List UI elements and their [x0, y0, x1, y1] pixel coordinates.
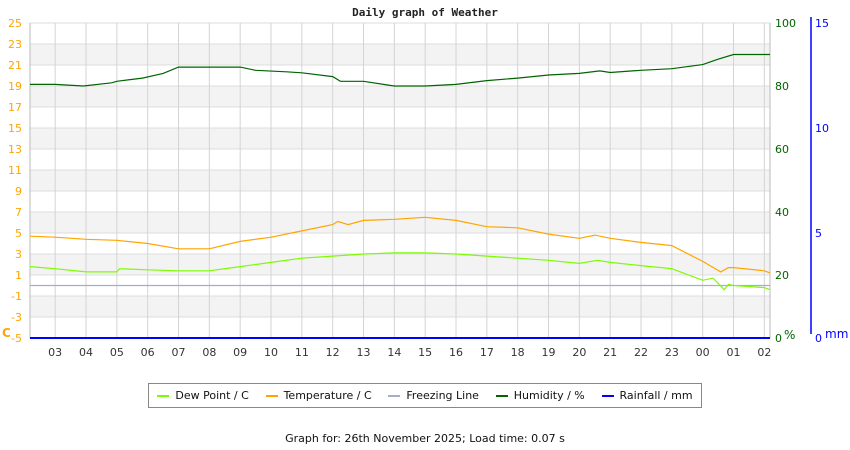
legend-swatch: [495, 394, 508, 397]
x-tick-label: 13: [357, 346, 371, 359]
grid-band: [30, 86, 770, 107]
x-tick-label: 04: [79, 346, 93, 359]
legend-item: Dew Point / C: [157, 389, 249, 402]
y-humidity-tick-label: 0: [775, 332, 782, 345]
x-tick-label: 05: [110, 346, 124, 359]
grid-band: [30, 254, 770, 275]
x-tick-label: 00: [696, 346, 710, 359]
y-rain-tick-label: 5: [815, 227, 822, 240]
y-left-tick-label: 17: [8, 101, 22, 114]
y-left-tick-label: 7: [15, 206, 22, 219]
x-tick-label: 19: [542, 346, 556, 359]
x-tick-label: 12: [326, 346, 340, 359]
legend: Dew Point / C Temperature / C Freezing Lin…: [148, 383, 702, 408]
legend-label: Temperature / C: [283, 389, 372, 402]
y-left-tick-label: 3: [15, 248, 22, 261]
y-left-tick-label: 19: [8, 80, 22, 93]
x-tick-label: 11: [295, 346, 309, 359]
legend-label: Rainfall / mm: [619, 389, 693, 402]
y-humidity-tick-label: 20: [775, 269, 789, 282]
legend-swatch: [388, 394, 401, 397]
x-tick-label: 22: [634, 346, 648, 359]
y-left-tick-label: 11: [8, 164, 22, 177]
x-tick-label: 16: [449, 346, 463, 359]
legend-swatch: [157, 394, 170, 397]
y-left-axis-label: C: [2, 326, 11, 340]
y-humidity-tick-label: 60: [775, 143, 789, 156]
y-left-tick-label: -1: [11, 290, 22, 303]
y-left-tick-label: 5: [15, 227, 22, 240]
x-tick-label: 18: [511, 346, 525, 359]
footer-text: Graph for: 26th November 2025; Load time…: [285, 432, 565, 445]
chart-title: Daily graph of Weather: [352, 6, 498, 19]
y-left-tick-label: 15: [8, 122, 22, 135]
legend-item: Humidity / %: [495, 389, 585, 402]
grid-band: [30, 296, 770, 317]
y-left-tick-label: 13: [8, 143, 22, 156]
y-humidity-tick-label: 100: [775, 17, 796, 30]
legend-swatch: [601, 394, 614, 397]
x-tick-label: 15: [418, 346, 432, 359]
x-tick-label: 03: [48, 346, 62, 359]
y-left-tick-label: 25: [8, 17, 22, 30]
legend-item: Temperature / C: [265, 389, 372, 402]
y-rain-axis-label: mm: [825, 327, 848, 341]
x-tick-label: 23: [665, 346, 679, 359]
legend-label: Freezing Line: [406, 389, 479, 402]
legend-swatch: [265, 394, 278, 397]
x-tick-label: 09: [233, 346, 247, 359]
legend-label: Humidity / %: [513, 389, 585, 402]
x-tick-label: 02: [757, 346, 771, 359]
y-left-tick-label: -5: [11, 332, 22, 345]
x-tick-label: 14: [387, 346, 401, 359]
y-rain-tick-label: 0: [815, 332, 822, 345]
y-left-tick-label: 23: [8, 38, 22, 51]
x-tick-label: 20: [572, 346, 586, 359]
y-humidity-tick-label: 40: [775, 206, 789, 219]
grid-band: [30, 44, 770, 65]
x-tick-label: 01: [727, 346, 741, 359]
y-rain-tick-label: 10: [815, 122, 829, 135]
y-humidity-axis-label: %: [784, 328, 795, 342]
grid-band: [30, 170, 770, 191]
x-tick-label: 08: [202, 346, 216, 359]
legend-item: Rainfall / mm: [601, 389, 693, 402]
grid-band: [30, 128, 770, 149]
y-rain-tick-label: 15: [815, 17, 829, 30]
x-tick-label: 21: [603, 346, 617, 359]
y-humidity-tick-label: 80: [775, 80, 789, 93]
y-left-tick-label: 21: [8, 59, 22, 72]
x-tick-label: 17: [480, 346, 494, 359]
x-tick-label: 06: [141, 346, 155, 359]
grid-band: [30, 212, 770, 233]
y-left-tick-label: 9: [15, 185, 22, 198]
y-left-tick-label: -3: [11, 311, 22, 324]
legend-item: Freezing Line: [388, 389, 479, 402]
x-tick-label: 07: [172, 346, 186, 359]
y-left-tick-label: 1: [15, 269, 22, 282]
x-tick-label: 10: [264, 346, 278, 359]
legend-label: Dew Point / C: [175, 389, 249, 402]
